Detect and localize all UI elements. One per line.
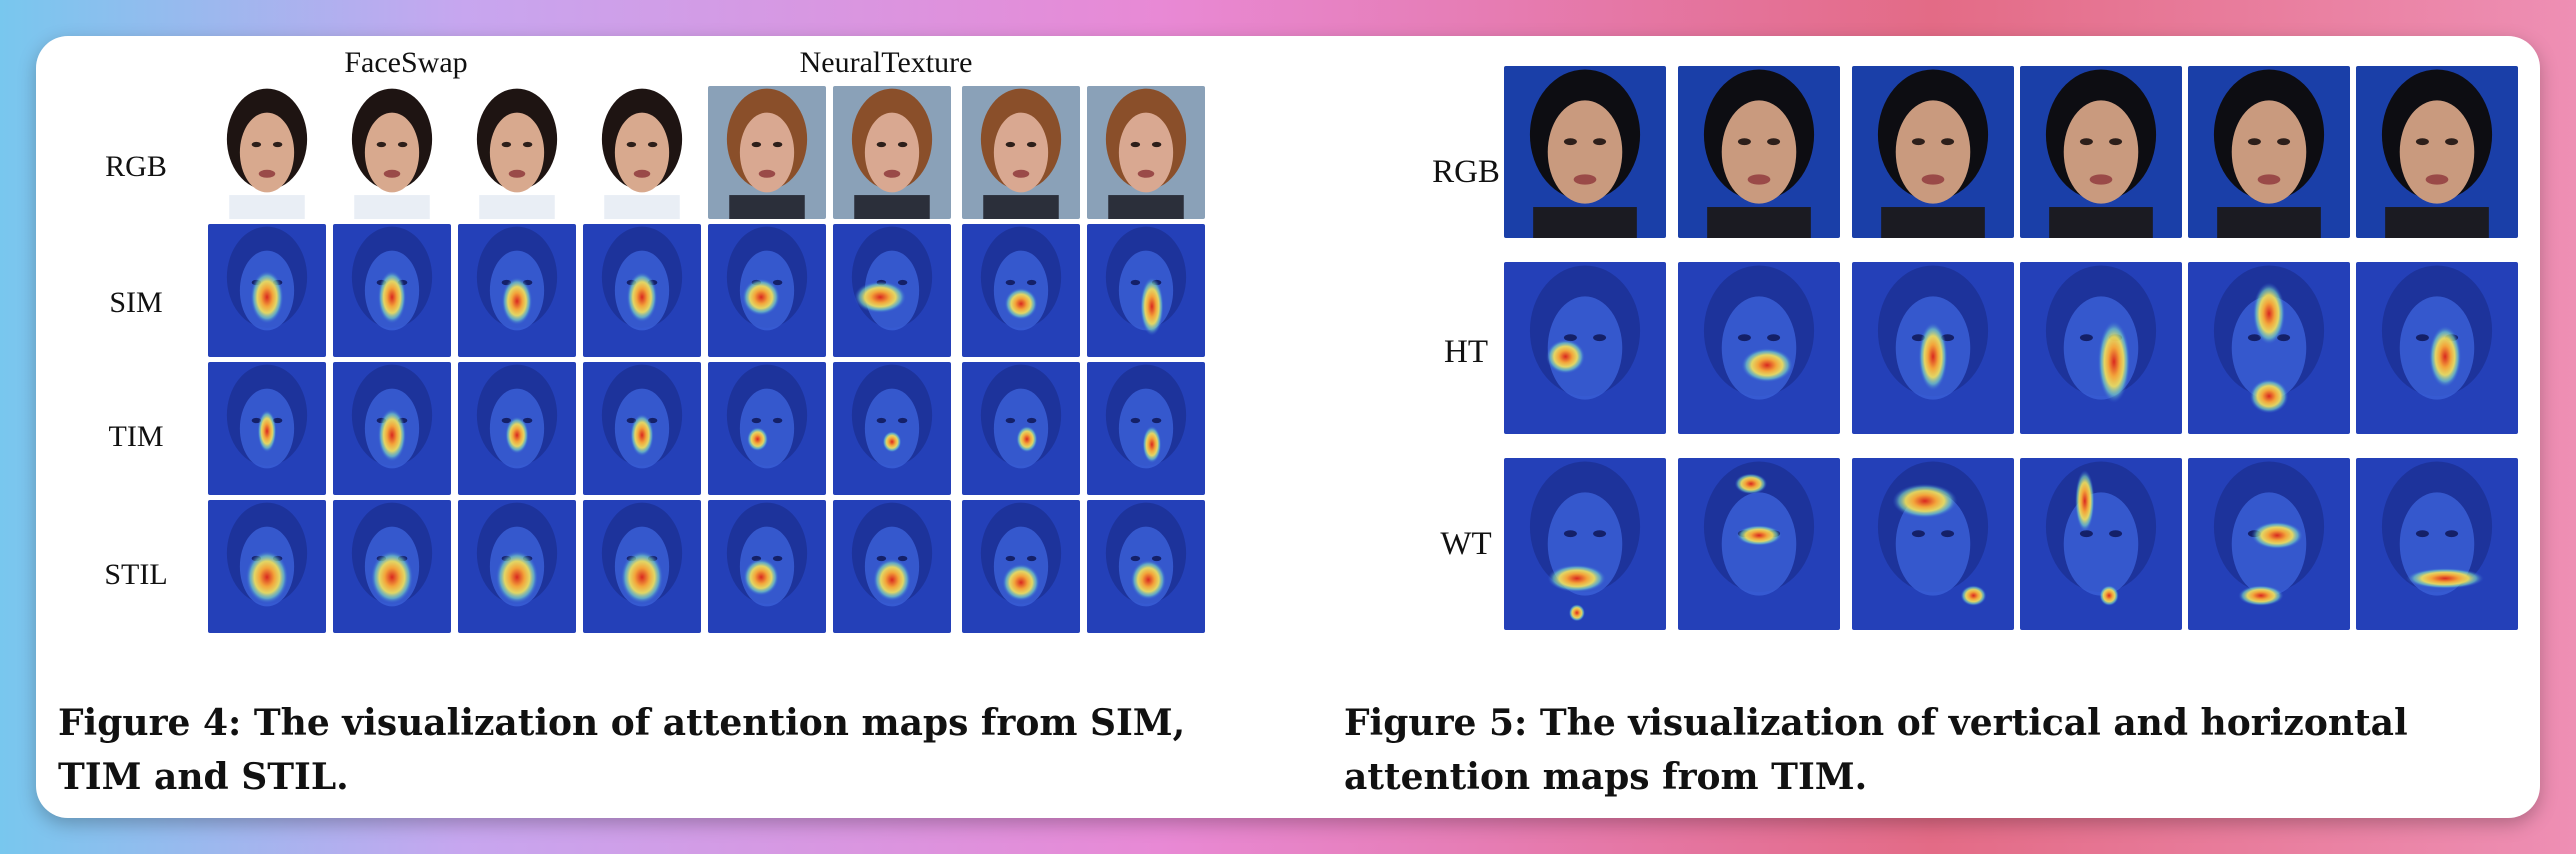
attention-map-image (208, 500, 326, 633)
attention-map-image (2188, 458, 2350, 630)
attention-map-image (458, 362, 576, 495)
rgb-face-image (1087, 86, 1205, 219)
rgb-face-image (2356, 66, 2518, 238)
rgb-face-image (833, 86, 951, 219)
rgb-face-image (2188, 66, 2350, 238)
attention-map-image (1678, 262, 1840, 434)
attention-map-image (583, 500, 701, 633)
attention-map-image (458, 224, 576, 357)
figure-5-caption: Figure 5: The visualization of vertical … (1344, 702, 2408, 798)
rgb-face-image (458, 86, 576, 219)
attention-map-image (962, 362, 1080, 495)
attention-map-image (458, 500, 576, 633)
attention-map-image (708, 224, 826, 357)
attention-map-image (333, 362, 451, 495)
row-label-tim: TIM (108, 420, 164, 453)
rgb-face-image (208, 86, 326, 219)
row-label-stil: STIL (104, 558, 168, 591)
attention-map-image (2020, 262, 2182, 434)
attention-map-image (1678, 458, 1840, 630)
rgb-face-image (583, 86, 701, 219)
rgb-face-image (962, 86, 1080, 219)
attention-map-image (1504, 458, 1666, 630)
rgb-face-image (333, 86, 451, 219)
attention-map-image (1087, 362, 1205, 495)
attention-map-image (1852, 262, 2014, 434)
attention-map-image (1087, 224, 1205, 357)
attention-map-image (208, 224, 326, 357)
attention-map-image (333, 500, 451, 633)
attention-map-image (833, 500, 951, 633)
attention-map-image (708, 500, 826, 633)
row-label-rgb: RGB (105, 150, 167, 183)
rgb-face-image (708, 86, 826, 219)
attention-map-image (1504, 262, 1666, 434)
row-label-wt: WT (1440, 526, 1492, 562)
figure-card: FaceSwap NeuralTexture RGB SIM TIM STIL … (36, 36, 2540, 818)
figure-4-caption: Figure 4: The visualization of attention… (58, 702, 1186, 798)
group-title-faceswap: FaceSwap (344, 46, 468, 79)
attention-map-image (208, 362, 326, 495)
rgb-face-image (1678, 66, 1840, 238)
row-label-ht: HT (1444, 334, 1488, 370)
attention-map-image (1852, 458, 2014, 630)
attention-map-image (2356, 262, 2518, 434)
attention-map-image (833, 224, 951, 357)
attention-map-image (333, 224, 451, 357)
attention-map-image (583, 362, 701, 495)
attention-map-image (2188, 262, 2350, 434)
rgb-face-image (1504, 66, 1666, 238)
rgb-face-image (2020, 66, 2182, 238)
attention-map-image (2020, 458, 2182, 630)
group-title-neuraltexture: NeuralTexture (799, 46, 973, 79)
row-label-rgb-fig5: RGB (1432, 154, 1500, 190)
attention-map-image (962, 500, 1080, 633)
attention-map-image (583, 224, 701, 357)
attention-map-image (2356, 458, 2518, 630)
attention-map-image (1087, 500, 1205, 633)
row-label-sim: SIM (109, 286, 163, 319)
rgb-face-image (1852, 66, 2014, 238)
attention-map-image (708, 362, 826, 495)
attention-map-image (962, 224, 1080, 357)
attention-map-image (833, 362, 951, 495)
